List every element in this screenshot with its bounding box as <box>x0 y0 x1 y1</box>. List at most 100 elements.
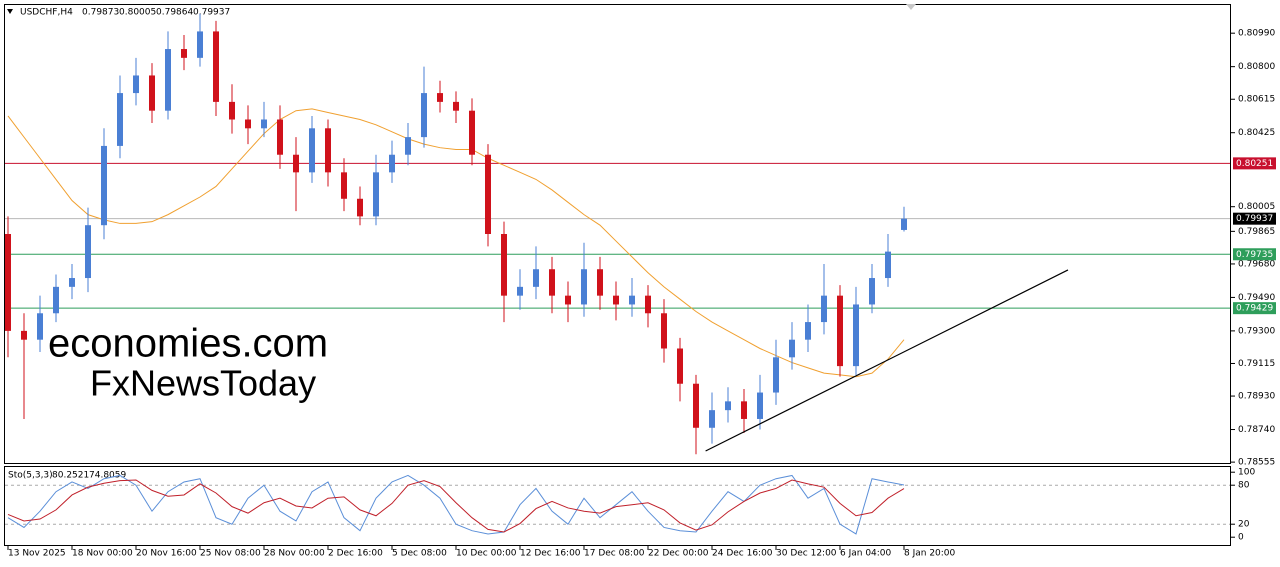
candle-body <box>773 357 779 393</box>
candle-body <box>21 330 27 340</box>
candle-body <box>453 101 459 111</box>
level-label: 0.79429 <box>1236 304 1273 314</box>
candle-body <box>309 128 315 173</box>
candle-body <box>901 218 907 230</box>
candle-body <box>629 295 635 305</box>
stoch-title: Sto(5,3,3) <box>8 471 53 481</box>
candle-body <box>421 93 427 138</box>
candle-body <box>645 295 651 314</box>
ohlc-open: 0.79873 <box>82 8 119 18</box>
x-tick-label: 13 Nov 2025 <box>8 549 66 559</box>
collapse-icon[interactable] <box>7 9 13 14</box>
stoch-signal-value: 74.8059 <box>89 471 126 481</box>
moving-average <box>7 108 905 378</box>
candle-body <box>677 348 683 384</box>
y-tick-label: 0.79680 <box>1238 259 1275 269</box>
candle-body <box>725 401 731 411</box>
ohlc-high: 0.80005 <box>119 8 156 18</box>
level-label-box <box>1233 157 1276 170</box>
candle-body <box>85 225 91 279</box>
level-label: 0.79937 <box>1236 214 1273 224</box>
candle-body <box>517 286 523 296</box>
candle-body <box>837 295 843 367</box>
candle-body <box>37 313 43 340</box>
candle-body <box>197 31 203 58</box>
y-tick-label: 100 <box>1238 468 1255 478</box>
y-tick-label: 20 <box>1238 520 1250 530</box>
candle-body <box>101 145 107 226</box>
candle-body <box>789 339 795 358</box>
candle-body <box>565 295 571 305</box>
x-tick-label: 10 Dec 00:00 <box>456 549 517 559</box>
level-label: 0.80251 <box>1236 159 1273 169</box>
candle-body <box>869 278 875 305</box>
x-tick-label: 22 Dec 00:00 <box>648 549 709 559</box>
trendline <box>705 269 1069 452</box>
stoch-frame <box>4 466 1231 546</box>
candle-body <box>293 154 299 173</box>
x-tick-label: 5 Dec 08:00 <box>392 549 447 559</box>
candle-body <box>261 119 267 129</box>
x-tick-label: 18 Nov 00:00 <box>72 549 133 559</box>
candle-body <box>53 286 59 314</box>
x-tick-label: 28 Nov 00:00 <box>264 549 325 559</box>
level-label-box <box>1233 212 1276 225</box>
candle-body <box>165 49 171 111</box>
candle-body <box>405 137 411 155</box>
x-tick-label: 25 Nov 08:00 <box>200 549 261 559</box>
level-label-box <box>1233 302 1276 315</box>
candle-body <box>357 198 363 217</box>
candle-body <box>821 295 827 323</box>
candle-body <box>757 392 763 419</box>
y-tick-label: 0.78740 <box>1238 425 1275 435</box>
y-tick-label: 0.78930 <box>1238 392 1275 402</box>
y-tick-label: 0.80425 <box>1238 128 1275 138</box>
x-tick-label: 24 Dec 16:00 <box>712 549 773 559</box>
scroll-marker <box>906 4 916 10</box>
candle-body <box>885 251 891 279</box>
y-tick-label: 0.79300 <box>1238 326 1275 336</box>
candle-body <box>437 93 443 102</box>
x-tick-label: 6 Jan 04:00 <box>840 549 892 559</box>
candle-body <box>485 154 491 234</box>
stoch-main-value: 80.2521 <box>52 471 89 481</box>
y-tick-label: 0.80800 <box>1238 62 1275 72</box>
candle-body <box>229 101 235 120</box>
candle-body <box>117 93 123 146</box>
candle-body <box>469 110 475 155</box>
candle-body <box>661 313 667 349</box>
x-tick-label: 30 Dec 12:00 <box>776 549 837 559</box>
candle-body <box>133 75 139 94</box>
watermark: economies.com FxNewsToday <box>48 322 328 404</box>
x-tick-label: 2 Dec 16:00 <box>328 549 383 559</box>
y-tick-label: 80 <box>1238 481 1250 491</box>
x-tick-label: 17 Dec 08:00 <box>584 549 645 559</box>
candle-body <box>5 234 11 331</box>
y-tick-label: 0.79865 <box>1238 227 1275 237</box>
main-frame <box>4 4 1231 464</box>
candle-body <box>181 49 187 58</box>
stoch-line <box>7 479 905 533</box>
stoch-line <box>7 474 905 535</box>
candle-body <box>373 172 379 217</box>
y-tick-label: 0.79115 <box>1238 359 1275 369</box>
x-tick-label: 12 Dec 16:00 <box>520 549 581 559</box>
candle-body <box>213 31 219 102</box>
y-tick-label: 0.80990 <box>1238 29 1275 39</box>
candle-body <box>709 410 715 428</box>
x-tick-label: 20 Nov 16:00 <box>136 549 197 559</box>
y-tick-label: 0.78555 <box>1238 458 1275 468</box>
candle-body <box>389 154 395 173</box>
candle-body <box>741 401 747 419</box>
level-label: 0.79735 <box>1236 250 1273 260</box>
level-label-box <box>1233 248 1276 261</box>
candle-body <box>581 269 587 305</box>
y-tick-label: 0 <box>1238 533 1244 543</box>
candle-body <box>69 278 75 287</box>
watermark-text: economies.com <box>48 322 328 366</box>
candle-body <box>277 119 283 155</box>
candle-body <box>341 172 347 199</box>
candle-body <box>533 269 539 287</box>
